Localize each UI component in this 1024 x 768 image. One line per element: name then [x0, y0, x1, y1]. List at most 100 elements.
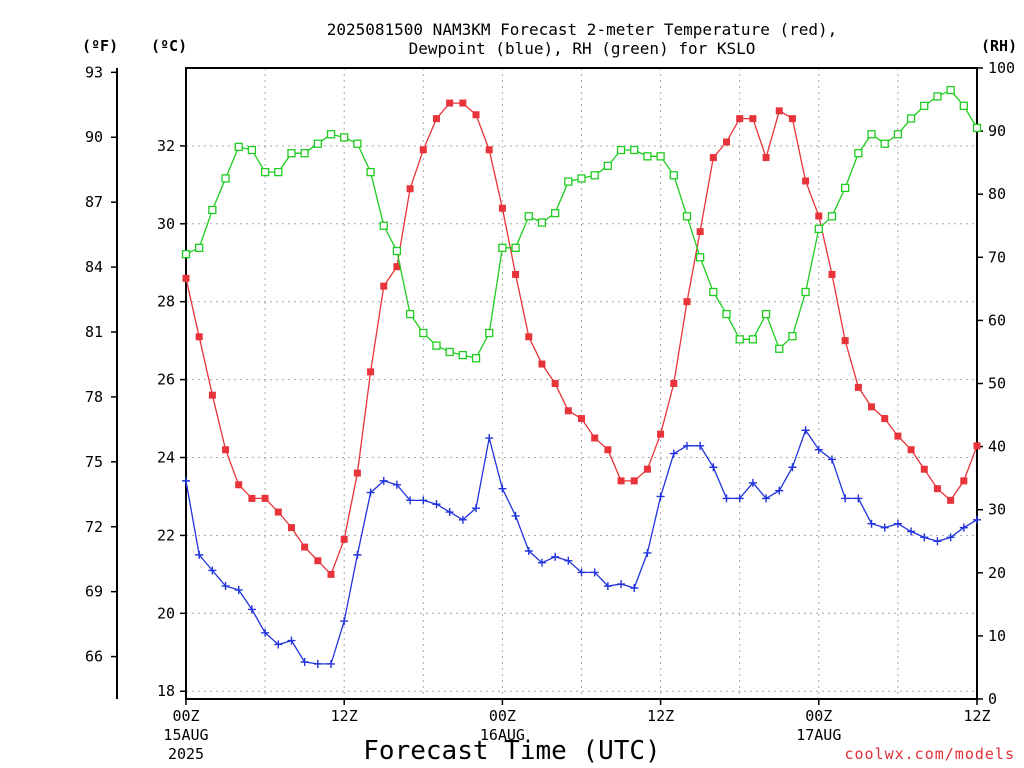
axes — [111, 67, 983, 705]
data-point — [181, 249, 191, 259]
data-point — [260, 167, 270, 177]
data-point — [195, 333, 203, 341]
celsius-unit-label: (ºC) — [151, 37, 187, 55]
rh-tick-label: 90 — [988, 122, 1006, 140]
data-point — [472, 504, 481, 513]
data-point — [419, 496, 428, 505]
data-point — [761, 309, 771, 319]
data-point — [696, 441, 705, 450]
data-point — [406, 185, 414, 193]
data-point — [630, 145, 639, 155]
data-point — [353, 469, 361, 477]
data-point — [537, 558, 546, 567]
data-point — [379, 221, 388, 230]
data-point — [972, 123, 982, 133]
x-tick-label: 00Z — [805, 707, 832, 725]
celsius-tick-label: 22 — [157, 526, 175, 544]
data-point — [327, 659, 336, 668]
data-point — [578, 415, 585, 423]
data-point — [432, 500, 441, 509]
data-point — [881, 415, 889, 423]
data-point — [406, 496, 415, 505]
data-point — [656, 492, 665, 501]
data-point — [195, 550, 204, 559]
chart-title: 2025081500 NAM3KM Forecast 2-meter Tempe… — [327, 20, 838, 58]
data-point — [235, 481, 243, 489]
data-point — [498, 484, 507, 493]
fahrenheit-tick-label: 75 — [85, 453, 103, 471]
data-point — [261, 628, 270, 637]
data-point — [880, 139, 889, 148]
data-point — [657, 430, 665, 438]
data-point — [564, 177, 573, 186]
data-point — [485, 146, 493, 154]
data-point — [564, 407, 572, 415]
data-point — [894, 432, 902, 440]
rh-tick-label: 0 — [988, 690, 997, 708]
data-point — [603, 161, 613, 170]
data-point — [393, 263, 401, 271]
x-tick-label: 12Z — [963, 707, 990, 725]
data-point — [762, 494, 771, 503]
data-point — [274, 508, 282, 516]
data-point — [524, 546, 533, 555]
data-point — [195, 243, 204, 252]
data-point — [973, 515, 981, 524]
data-point — [696, 228, 704, 236]
fahrenheit-tick-label: 84 — [85, 258, 103, 276]
x-axis-label: Forecast Time (UTC) — [363, 736, 660, 766]
data-point — [392, 246, 402, 256]
data-point — [643, 548, 652, 557]
data-point — [906, 114, 916, 123]
data-point — [630, 583, 639, 592]
data-point — [933, 485, 941, 493]
data-point — [854, 383, 862, 391]
data-point — [880, 523, 889, 532]
data-point — [419, 146, 427, 154]
data-point — [301, 543, 309, 551]
fahrenheit-tick-label: 90 — [85, 128, 103, 146]
celsius-tick-label: 28 — [157, 293, 175, 311]
data-point — [960, 477, 968, 485]
data-point — [630, 477, 638, 485]
data-point — [827, 455, 836, 464]
credit-text: coolwx.com/models — [844, 745, 1015, 763]
plot-frame — [185, 67, 978, 700]
data-point — [498, 243, 507, 252]
rh-tick-label: 20 — [988, 564, 1006, 582]
data-point — [722, 309, 731, 319]
data-point — [735, 335, 744, 344]
x-tick-date: 16AUG — [480, 726, 525, 744]
data-point — [696, 253, 705, 262]
data-point — [669, 449, 678, 458]
rh-tick-label: 100 — [988, 59, 1015, 77]
data-point — [868, 403, 876, 411]
series-0 — [182, 99, 981, 578]
rh-tick-label: 50 — [988, 375, 1006, 393]
data-point — [814, 445, 823, 454]
x-tick-year: 2025 — [168, 745, 204, 763]
fahrenheit-tick-label: 78 — [85, 388, 103, 406]
data-point — [828, 270, 836, 278]
rh-tick-label: 40 — [988, 438, 1006, 456]
data-point — [221, 174, 230, 183]
data-point — [287, 149, 296, 158]
celsius-tick-label: 24 — [157, 449, 175, 467]
data-point — [643, 465, 651, 473]
data-point — [604, 446, 612, 454]
data-point — [340, 617, 349, 626]
data-point — [682, 441, 691, 450]
celsius-tick-label: 26 — [157, 371, 175, 389]
celsius-tick-label: 32 — [157, 137, 175, 155]
data-point — [933, 92, 942, 101]
fahrenheit-tick-label: 93 — [85, 63, 103, 81]
fahrenheit-tick-label: 81 — [85, 323, 103, 341]
data-point — [841, 183, 850, 193]
data-point — [788, 115, 796, 123]
data-point — [709, 463, 718, 472]
data-point — [261, 494, 269, 502]
data-point — [933, 537, 942, 546]
data-point — [274, 640, 283, 649]
data-point — [854, 494, 863, 503]
